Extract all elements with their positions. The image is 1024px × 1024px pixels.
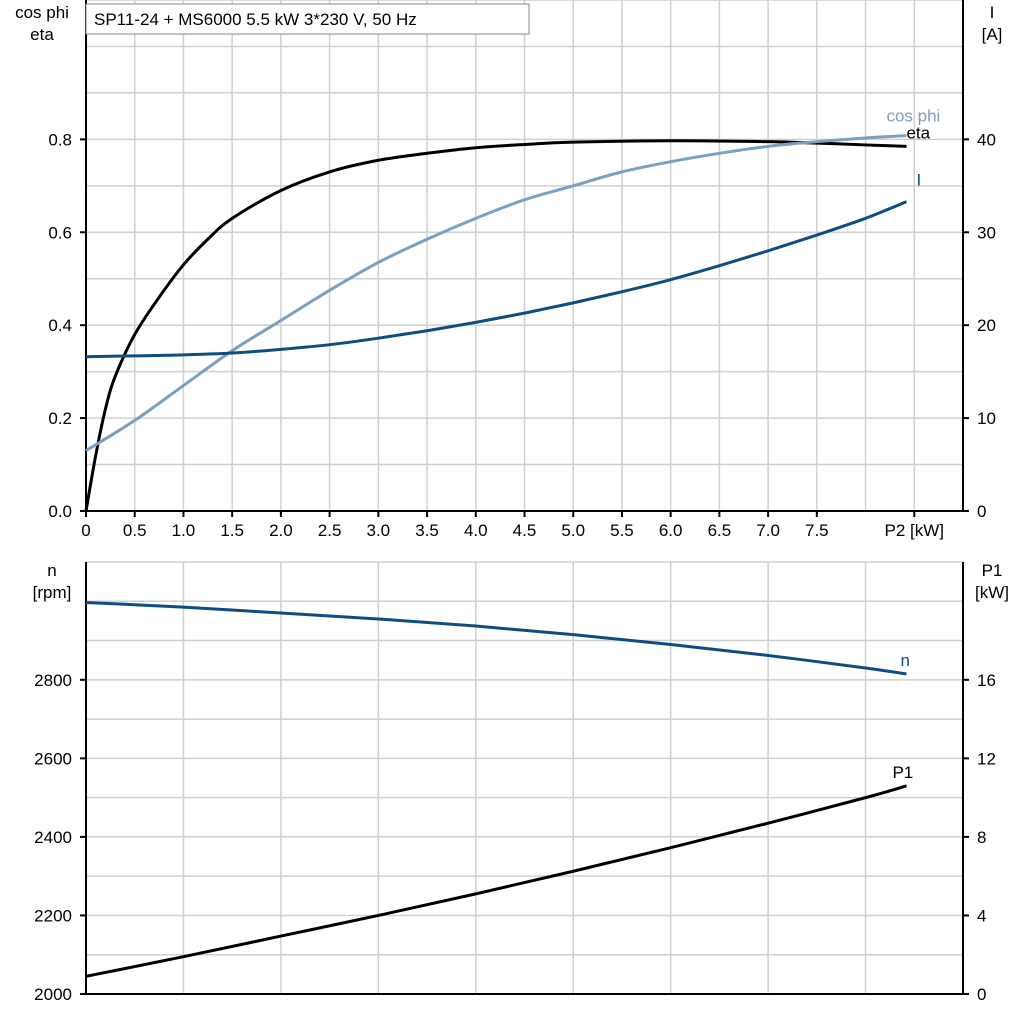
y-tick-label-left: 2000	[34, 985, 72, 1004]
x-tick-label: 3.0	[367, 521, 391, 540]
bottom-chart-panel: 2000 2200 2400 2600 2800 0 4 8 12 16 n [rpm] P1 [kW] n…	[33, 561, 1009, 1004]
series-eta-label: eta	[906, 123, 930, 142]
series-i-label: I	[916, 171, 921, 190]
y-axis-label-left: cos phi	[15, 3, 69, 22]
x-tick-label: 5.0	[561, 521, 585, 540]
y-axis-label-right: P1	[982, 561, 1003, 580]
y-tick-label-right: 20	[977, 316, 996, 335]
chart-title: SP11-24 + MS6000 5.5 kW 3*230 V, 50 Hz	[94, 10, 417, 29]
y-tick-label-left: 0.0	[48, 502, 72, 521]
y-axis-label-right: [kW]	[975, 583, 1009, 602]
y-tick-label-right: 0	[977, 502, 986, 521]
series-cos-phi-line	[85, 134, 907, 452]
y-tick-label-right: 12	[977, 749, 996, 768]
y-tick-label-right: 16	[977, 671, 996, 690]
y-tick-label-left: 0.8	[48, 130, 72, 149]
y-tick-label-left: 0.4	[48, 316, 72, 335]
x-tick-label: 4.0	[464, 521, 488, 540]
x-tick-label: 6.5	[708, 521, 732, 540]
x-tick-label: 3.5	[415, 521, 439, 540]
y-tick-label-right: 30	[977, 223, 996, 242]
x-tick-label: 1.0	[172, 521, 196, 540]
x-tick-label: 2.0	[269, 521, 293, 540]
y-axis-label-right: I	[990, 3, 995, 22]
y-tick-label-left: 2400	[34, 828, 72, 847]
series-i-line	[85, 200, 908, 359]
series-n-label: n	[900, 651, 909, 670]
x-tick-label: 6.0	[659, 521, 683, 540]
series-n-line	[85, 600, 907, 676]
x-tick-label: 2.5	[318, 521, 342, 540]
title-box	[85, 3, 530, 35]
x-tick-label: 7.5	[805, 521, 829, 540]
y-tick-label-left: 0.2	[48, 409, 72, 428]
series-p1-label: P1	[892, 763, 913, 782]
x-tick-label: 5.5	[610, 521, 634, 540]
series-cos-phi-label: cos phi	[886, 107, 940, 126]
x-tick-label: 7.0	[756, 521, 780, 540]
y-tick-label-left: 2200	[34, 906, 72, 925]
x-tick-label: 4.5	[513, 521, 537, 540]
x-tick-label: 0	[81, 521, 90, 540]
series-eta-line	[84, 139, 907, 512]
y-tick-label-right: 40	[977, 130, 996, 149]
y-axis-label-right: [A]	[982, 25, 1003, 44]
x-tick-label: 1.5	[220, 521, 244, 540]
y-axis-label-left: eta	[30, 25, 54, 44]
series-p1-line	[85, 784, 907, 978]
y-tick-label-left: 2600	[34, 749, 72, 768]
y-tick-label-right: 8	[977, 828, 986, 847]
y-tick-label-left: 2800	[34, 671, 72, 690]
y-tick-label-right: 10	[977, 409, 996, 428]
x-tick-label: 0.5	[123, 521, 147, 540]
y-tick-label-left: 0.6	[48, 223, 72, 242]
y-axis-label-left: n	[47, 561, 56, 580]
x-axis-label: P2 [kW]	[885, 521, 945, 540]
y-tick-label-right: 4	[977, 906, 986, 925]
y-axis-label-left: [rpm]	[33, 583, 72, 602]
y-tick-label-right: 0	[977, 985, 986, 1004]
